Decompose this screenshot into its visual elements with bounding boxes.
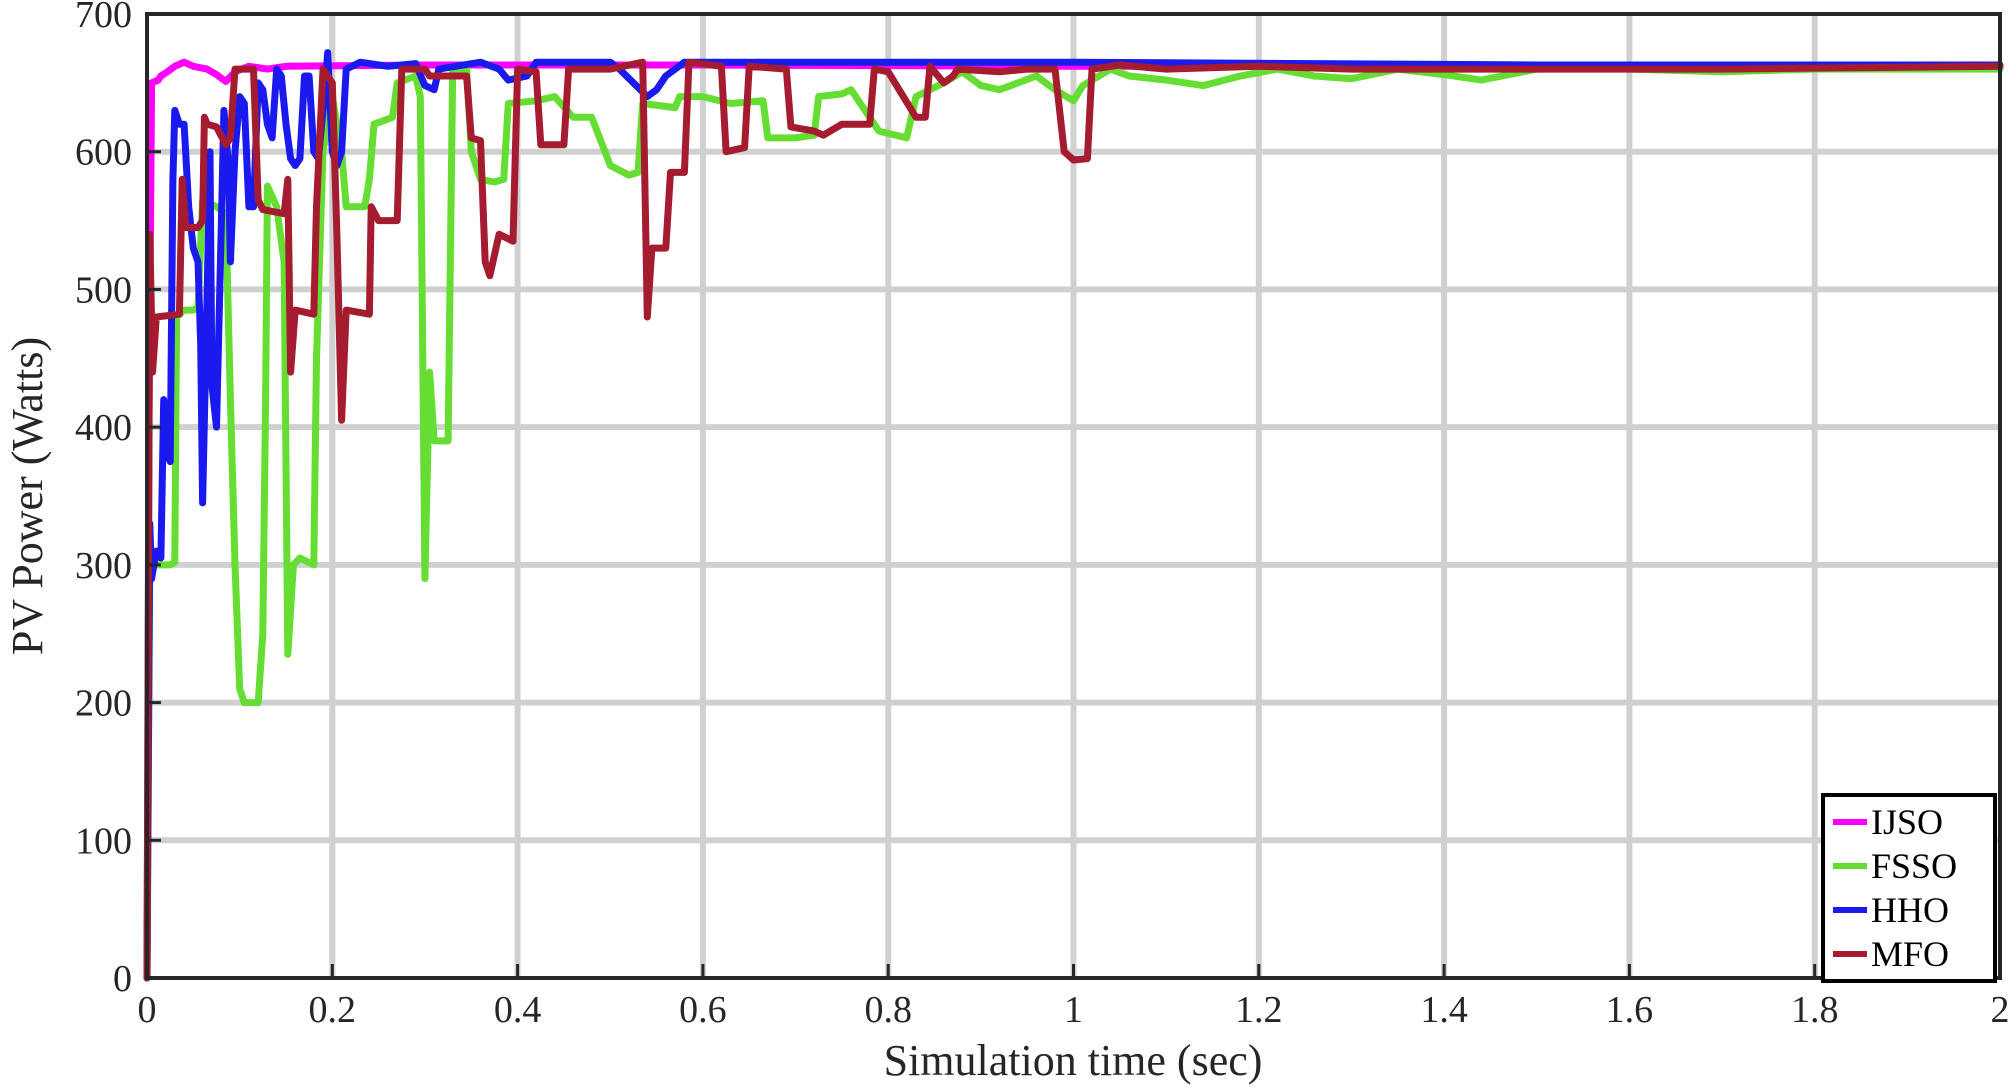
y-axis-ticks: 0 100 200 300 400 500 600 700 <box>75 0 161 1000</box>
grid-lines <box>147 14 2000 978</box>
y-tick-label: 700 <box>75 0 132 36</box>
y-axis-label: PV Power (Watts) <box>3 337 52 655</box>
y-tick-label: 200 <box>75 683 132 725</box>
y-tick-label: 0 <box>113 958 132 1000</box>
x-tick-label: 0 <box>138 989 157 1031</box>
x-axis-label: Simulation time (sec) <box>884 1036 1263 1085</box>
x-tick-label: 1.2 <box>1235 989 1283 1031</box>
x-tick-label: 0.4 <box>494 989 542 1031</box>
x-tick-label: 2 <box>1991 989 2008 1031</box>
y-tick-label: 600 <box>75 132 132 174</box>
y-tick-label: 300 <box>75 545 132 587</box>
x-tick-label: 1.6 <box>1606 989 1654 1031</box>
x-axis-ticks: 0 0.2 0.4 0.6 0.8 1 1.2 1.4 1.6 1.8 2 <box>138 964 2008 1031</box>
legend-label-mfo: MFO <box>1871 934 1949 974</box>
legend-box <box>1821 793 1997 983</box>
y-tick-label: 400 <box>75 407 132 449</box>
x-tick-label: 0.2 <box>309 989 357 1031</box>
x-tick-label: 1.8 <box>1791 989 1839 1031</box>
legend-label-fsso: FSSO <box>1871 846 1957 886</box>
legend-label-ijso: IJSO <box>1871 802 1943 842</box>
series-line-mfo <box>143 58 2004 982</box>
y-tick-label: 100 <box>75 820 132 862</box>
x-tick-label: 0.8 <box>864 989 912 1031</box>
x-tick-label: 1 <box>1064 989 1083 1031</box>
x-tick-label: 1.4 <box>1420 989 1468 1031</box>
x-tick-label: 0.6 <box>679 989 727 1031</box>
y-tick-label: 500 <box>75 269 132 311</box>
series-lines <box>143 49 2004 982</box>
legend-label-hho: HHO <box>1871 890 1949 930</box>
